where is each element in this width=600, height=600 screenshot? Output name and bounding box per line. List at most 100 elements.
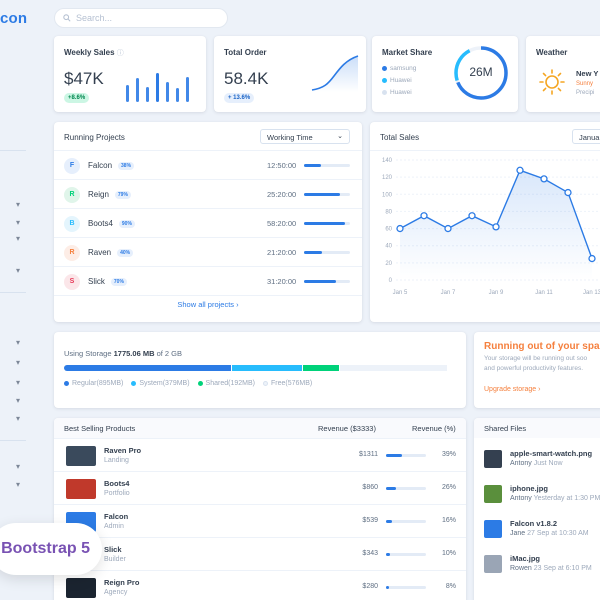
running-projects-title: Running Projects — [64, 133, 125, 142]
legend-label: System(379MB) — [139, 380, 190, 387]
best-selling-title: Best Selling Products — [64, 424, 136, 433]
product-revenue: $539 — [362, 517, 378, 524]
chevron-down-icon[interactable]: ▾ — [16, 396, 21, 405]
product-row[interactable]: Raven Pro Landing $1311 39% — [54, 438, 466, 471]
chevron-down-icon[interactable]: ▾ — [16, 414, 21, 423]
project-row[interactable]: F Falcon 38% 12:50:00 — [54, 152, 362, 180]
sales-point[interactable] — [516, 166, 524, 174]
shared-file-row[interactable]: iphone.jpg Antony Yesterday at 1:30 PM — [474, 481, 600, 515]
storage-label-suffix: of 2 GB — [156, 349, 183, 358]
file-name[interactable]: iphone.jpg — [510, 484, 548, 493]
chevron-down-icon[interactable]: ▾ — [16, 200, 21, 209]
sales-point[interactable] — [468, 212, 476, 220]
revenue-column-header[interactable]: Revenue ($3333) — [318, 424, 376, 433]
brand-logo[interactable]: con — [0, 10, 28, 27]
product-name[interactable]: Reign Pro — [104, 578, 140, 587]
project-name[interactable]: Falcon — [88, 161, 113, 170]
product-progress-fill — [386, 520, 393, 523]
search-icon — [63, 14, 71, 22]
chevron-down-icon[interactable]: ▾ — [16, 218, 21, 227]
storage-used: 1775.06 MB — [113, 349, 155, 358]
total-order-sparkline — [311, 55, 359, 92]
total-sales-title: Total Sales — [380, 133, 420, 142]
storage-segment — [339, 365, 448, 371]
project-name[interactable]: Reign — [88, 190, 109, 199]
sales-point[interactable] — [492, 223, 500, 231]
project-badge: 38% — [118, 161, 135, 170]
project-avatar: R — [64, 244, 80, 261]
project-row[interactable]: R Raven 40% 21:20:00 — [54, 239, 362, 267]
project-progress-fill — [304, 222, 346, 225]
sales-point[interactable] — [444, 224, 452, 233]
storage-legend-item: Free(576MB) — [262, 380, 312, 387]
sales-point[interactable] — [420, 212, 428, 220]
file-name[interactable]: Falcon v1.8.2 — [510, 519, 558, 528]
product-category: Agency — [104, 589, 128, 596]
info-icon[interactable]: ⓘ — [116, 50, 124, 57]
product-row[interactable]: Reign Pro Agency $280 8% — [54, 570, 466, 600]
project-progress-track — [304, 251, 350, 254]
product-category: Portfolio — [104, 490, 130, 497]
project-progress-fill — [304, 251, 323, 254]
storage-label: Using Storage 1775.06 MB of 2 GB — [64, 349, 182, 358]
month-select[interactable]: Janua — [572, 129, 600, 144]
total-sales-chart: 0 20 40 60 80 100 120 140 Jan 5 Jan 7 Jan 9 Jan 11 J… — [382, 158, 600, 296]
file-name[interactable]: iMac.jpg — [510, 554, 541, 563]
file-name[interactable]: apple-smart-watch.png — [510, 449, 593, 458]
revenue-pct-column-header[interactable]: Revenue (%) — [412, 424, 456, 433]
product-row[interactable]: Falcon Admin $539 16% — [54, 504, 466, 537]
project-progress-track — [304, 222, 350, 225]
product-name[interactable]: Raven Pro — [104, 446, 142, 455]
project-name[interactable]: Raven — [88, 248, 112, 257]
storage-legend: Regular(895MB) System(379MB) Shared(192MB)… — [64, 380, 312, 387]
legend-dot — [382, 65, 387, 71]
project-row[interactable]: S Slick 70% 31:20:00 — [54, 268, 362, 296]
product-name[interactable]: Falcon — [104, 512, 129, 521]
chevron-down-icon[interactable]: ▾ — [16, 234, 21, 243]
sales-point[interactable] — [540, 175, 548, 183]
project-name[interactable]: Slick — [88, 277, 105, 286]
chevron-down-icon[interactable]: ▾ — [16, 338, 21, 347]
product-name[interactable]: Boots4 — [104, 479, 130, 488]
best-selling-card: Best Selling Products Revenue ($3333) Re… — [54, 418, 466, 600]
project-progress-track — [304, 193, 350, 196]
product-revenue: $860 — [362, 484, 378, 491]
product-progress-track — [386, 553, 426, 556]
chevron-down-icon[interactable]: ▾ — [16, 462, 21, 471]
shared-file-row[interactable]: Falcon v1.8.2 Jane 27 Sep at 10:30 AM — [474, 516, 600, 550]
chevron-down-icon[interactable]: ▾ — [16, 266, 21, 275]
chevron-down-icon[interactable]: ▾ — [16, 480, 21, 489]
product-revenue: $1311 — [359, 451, 378, 458]
product-progress-fill — [386, 586, 390, 589]
sales-point[interactable] — [396, 224, 404, 233]
running-projects-card: Running Projects Working Time ⌄ F Falcon 3… — [54, 122, 362, 322]
file-thumbnail-icon — [484, 485, 502, 503]
product-row[interactable]: Slick Builder $343 10% — [54, 537, 466, 570]
upgrade-storage-link[interactable]: Upgrade storage › — [484, 386, 541, 393]
storage-legend-item: System(379MB) — [131, 380, 190, 387]
chevron-down-icon[interactable]: ▾ — [16, 358, 21, 367]
warning-text-line-2: and powerful productivity features. — [484, 365, 583, 372]
sidebar-divider — [0, 440, 26, 441]
sales-point[interactable] — [564, 188, 572, 197]
show-all-projects-link[interactable]: Show all projects › — [177, 300, 239, 309]
sales-point[interactable] — [588, 254, 596, 263]
legend-label: Huawei — [390, 77, 412, 84]
legend-dot — [64, 380, 69, 386]
shared-file-row[interactable]: apple-smart-watch.png Antony Just Now — [474, 446, 600, 480]
product-name[interactable]: Slick — [104, 545, 122, 554]
project-time: 21:20:00 — [267, 248, 297, 257]
working-time-select[interactable]: Working Time ⌄ — [260, 129, 350, 144]
file-owner: Rowen — [510, 565, 532, 572]
shared-file-row[interactable]: iMac.jpg Rowen 23 Sep at 6:10 PM — [474, 551, 600, 585]
project-name[interactable]: Boots4 — [88, 219, 113, 228]
chevron-down-icon[interactable]: ▾ — [16, 378, 21, 387]
product-revenue: $280 — [362, 583, 378, 590]
project-row[interactable]: R Reign 79% 25:20:00 — [54, 181, 362, 209]
search-input[interactable] — [76, 13, 216, 23]
product-revenue: $343 — [362, 550, 378, 557]
product-row[interactable]: Boots4 Portfolio $860 26% — [54, 471, 466, 504]
file-meta: Antony Yesterday at 1:30 PM — [510, 495, 600, 502]
product-progress-fill — [386, 553, 390, 556]
project-row[interactable]: B Boots4 90% 58:20:00 — [54, 210, 362, 238]
